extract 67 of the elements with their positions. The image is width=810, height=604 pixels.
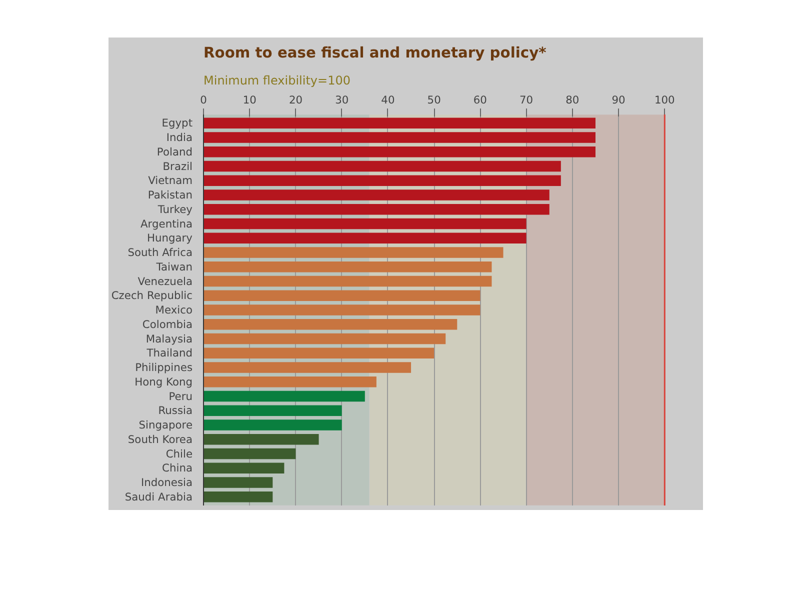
y-tick-label: Hong Kong	[134, 375, 193, 388]
bar	[204, 261, 492, 272]
bar	[204, 362, 412, 373]
bar	[204, 348, 434, 359]
bar	[204, 477, 273, 488]
bar	[204, 290, 480, 302]
x-tick-label: 50	[427, 94, 442, 106]
x-tick-label: 70	[520, 94, 534, 106]
y-tick-label: Vietnam	[148, 174, 193, 188]
bar	[204, 160, 561, 172]
bar	[204, 420, 342, 430]
y-tick-label: Saudi Arabia	[124, 490, 193, 504]
x-tick-label: 90	[612, 94, 626, 106]
y-tick-label: Poland	[156, 145, 193, 158]
y-tick-label: India	[166, 131, 193, 144]
x-tick-label: 100	[654, 94, 676, 106]
x-tick-label: 30	[335, 94, 349, 106]
y-tick-label: Brazil	[162, 160, 193, 173]
y-tick-label: Czech Republic	[111, 289, 193, 302]
y-tick-label: Egypt	[162, 116, 193, 130]
y-tick-label: Thailand	[146, 346, 193, 360]
bar	[204, 304, 480, 316]
bar	[204, 247, 504, 258]
x-tick-label: 60	[473, 94, 488, 106]
y-tick-label: Mexico	[155, 304, 193, 316]
bar	[204, 405, 342, 416]
bar	[204, 491, 273, 502]
x-tick-label: 10	[242, 94, 257, 106]
y-tick-label: Chile	[166, 447, 192, 460]
chart-subtitle: Minimum flexibility=100	[204, 74, 350, 88]
bar	[204, 448, 296, 460]
bar	[204, 333, 446, 344]
y-tick-label: Singapore	[138, 418, 193, 432]
y-tick-label: Indonesia	[140, 476, 193, 489]
x-tick-label: 0	[200, 94, 208, 106]
x-tick-label: 20	[288, 94, 303, 106]
y-tick-label: Turkey	[156, 202, 193, 216]
bar	[204, 132, 596, 143]
bar	[204, 146, 596, 158]
y-tick-label: South Korea	[128, 432, 193, 446]
y-tick-label: Venezuela	[138, 274, 193, 288]
bar	[204, 204, 550, 215]
bar	[204, 232, 526, 244]
x-tick-label: 40	[381, 94, 395, 106]
bar	[204, 390, 365, 402]
bar	[204, 376, 376, 388]
y-tick-label: Hungary	[147, 232, 193, 245]
y-tick-label: Argentina	[140, 217, 193, 230]
y-tick-label: Colombia	[142, 318, 192, 331]
bar	[204, 190, 550, 200]
bar	[204, 276, 492, 287]
bar	[204, 175, 561, 186]
bar	[204, 318, 458, 330]
y-tick-label: Peru	[168, 390, 193, 403]
chart-title: Room to ease fiscal and monetary policy*	[204, 44, 547, 62]
y-tick-label: China	[162, 462, 193, 475]
bar	[204, 118, 596, 129]
y-tick-label: Pakistan	[148, 188, 192, 202]
y-tick-label: Malaysia	[146, 332, 193, 346]
bar	[204, 218, 526, 230]
y-tick-label: South Africa	[128, 246, 192, 259]
bar	[204, 434, 319, 445]
y-tick-label: Taiwan	[155, 260, 193, 274]
y-tick-label: Russia	[158, 404, 193, 418]
y-tick-label: Philippines	[135, 361, 193, 374]
x-tick-label: 80	[566, 94, 580, 106]
bar	[204, 462, 284, 474]
